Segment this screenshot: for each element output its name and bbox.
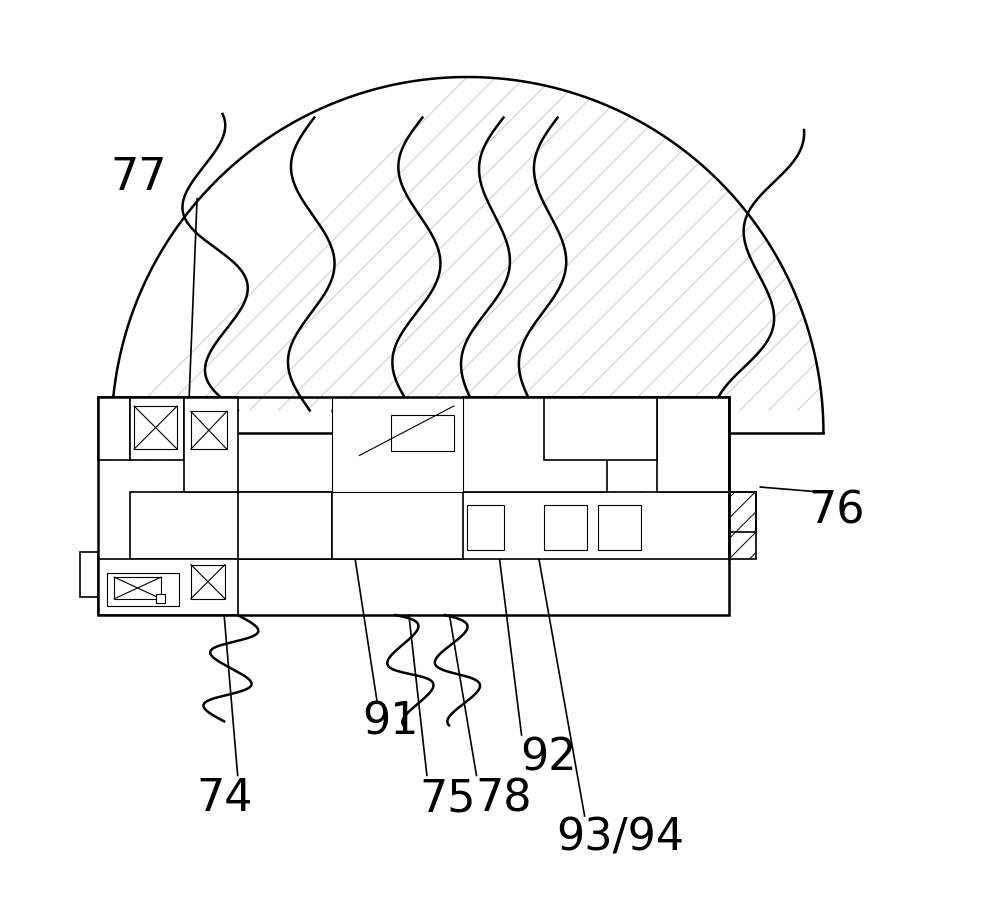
Text: 77: 77 (110, 155, 167, 199)
Bar (130, 492, 729, 560)
Text: 93/94: 93/94 (557, 815, 684, 858)
Text: 75: 75 (419, 777, 476, 820)
Text: 92: 92 (520, 736, 577, 779)
Bar (191, 412, 226, 450)
Bar (98, 397, 130, 461)
Text: 74: 74 (196, 777, 252, 820)
Bar (463, 397, 607, 492)
Bar (237, 492, 332, 560)
Bar (549, 405, 652, 453)
Text: 91: 91 (363, 700, 419, 743)
Bar (332, 397, 463, 492)
Bar (544, 506, 587, 551)
Bar (80, 553, 98, 598)
Text: 78: 78 (476, 777, 532, 820)
Bar (729, 492, 756, 560)
Bar (114, 578, 161, 599)
Bar (391, 415, 454, 452)
Bar (155, 595, 164, 603)
Bar (657, 397, 729, 492)
Bar (107, 573, 179, 606)
Bar (184, 397, 237, 492)
Bar (135, 406, 177, 450)
Bar (191, 565, 225, 599)
Text: 76: 76 (809, 489, 865, 532)
Bar (468, 506, 503, 551)
Bar (130, 397, 184, 461)
Bar (98, 560, 237, 615)
Bar (598, 506, 642, 551)
Bar (332, 492, 463, 560)
Bar (98, 397, 729, 615)
Bar (544, 397, 657, 461)
